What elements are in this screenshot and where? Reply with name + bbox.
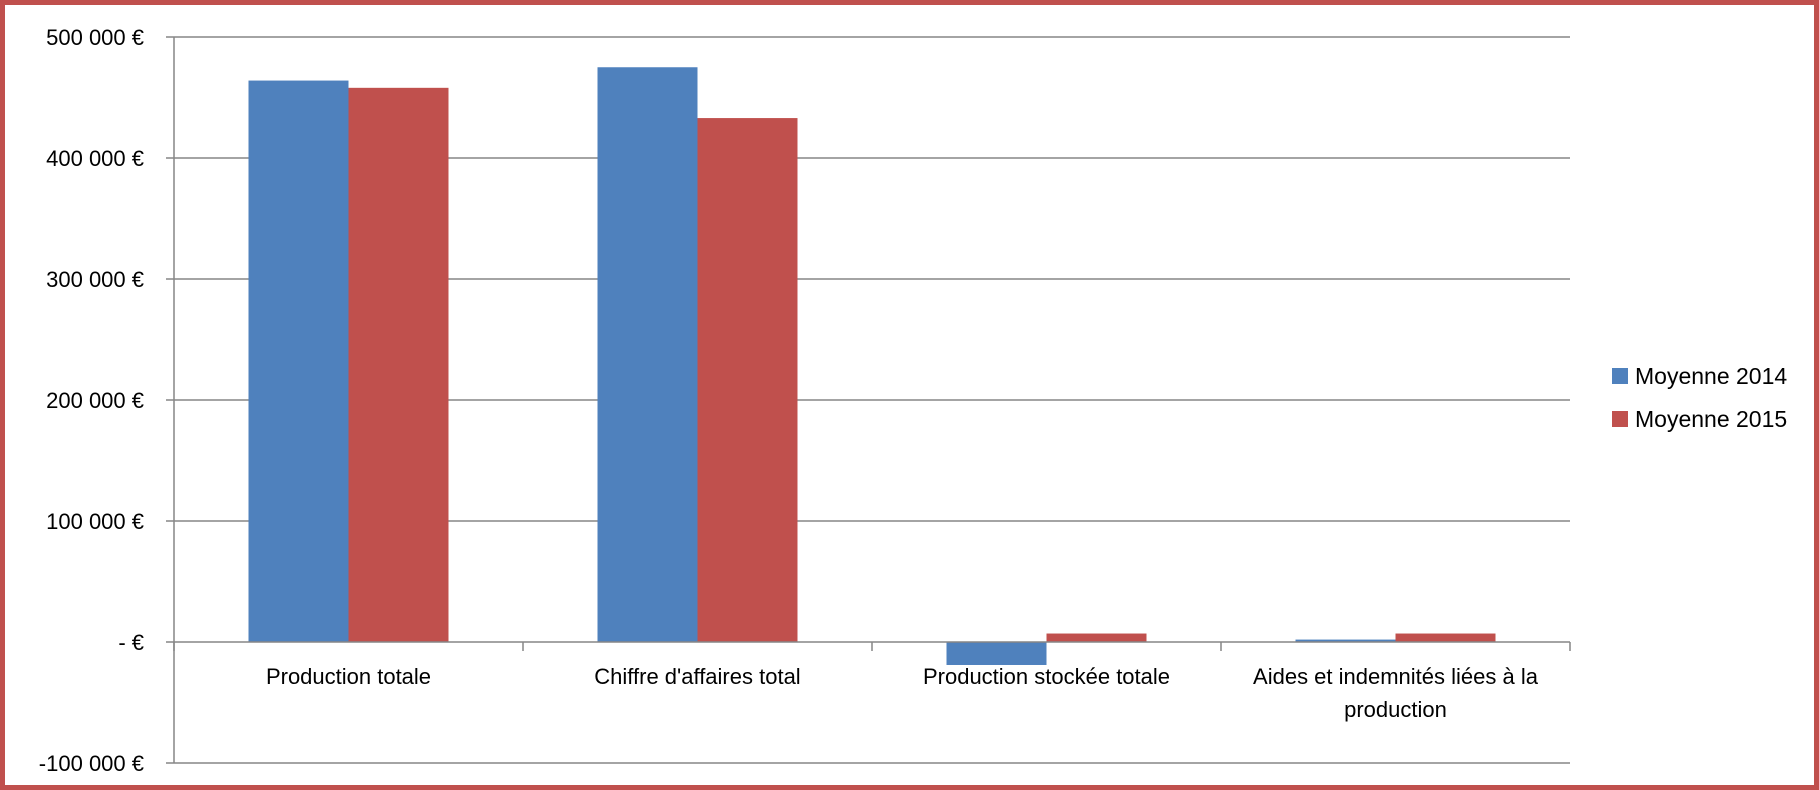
y-tick-label: - € (118, 630, 144, 655)
x-tick-label: Production totale (266, 664, 431, 689)
legend-swatch (1612, 368, 1628, 384)
x-tick-label: Production stockée totale (923, 664, 1170, 689)
bar (597, 67, 698, 642)
bar (1295, 639, 1396, 642)
x-tick-label: Chiffre d'affaires total (594, 664, 800, 689)
y-tick-label: 400 000 € (46, 146, 144, 171)
bar (697, 118, 798, 642)
y-tick-label: -100 000 € (39, 751, 144, 776)
legend-label: Moyenne 2015 (1635, 406, 1787, 432)
y-tick-label: 300 000 € (46, 267, 144, 292)
bar (348, 87, 449, 642)
legend-label: Moyenne 2014 (1635, 363, 1787, 389)
bar (946, 642, 1047, 665)
x-tick-label: Aides et indemnités liées à la production (1253, 664, 1539, 722)
legend-swatch (1612, 411, 1628, 427)
y-tick-label: 100 000 € (46, 509, 144, 534)
y-tick-label: 500 000 € (46, 25, 144, 50)
bar (1395, 633, 1496, 642)
bar (248, 80, 349, 642)
bar (1046, 633, 1147, 642)
y-tick-label: 200 000 € (46, 388, 144, 413)
